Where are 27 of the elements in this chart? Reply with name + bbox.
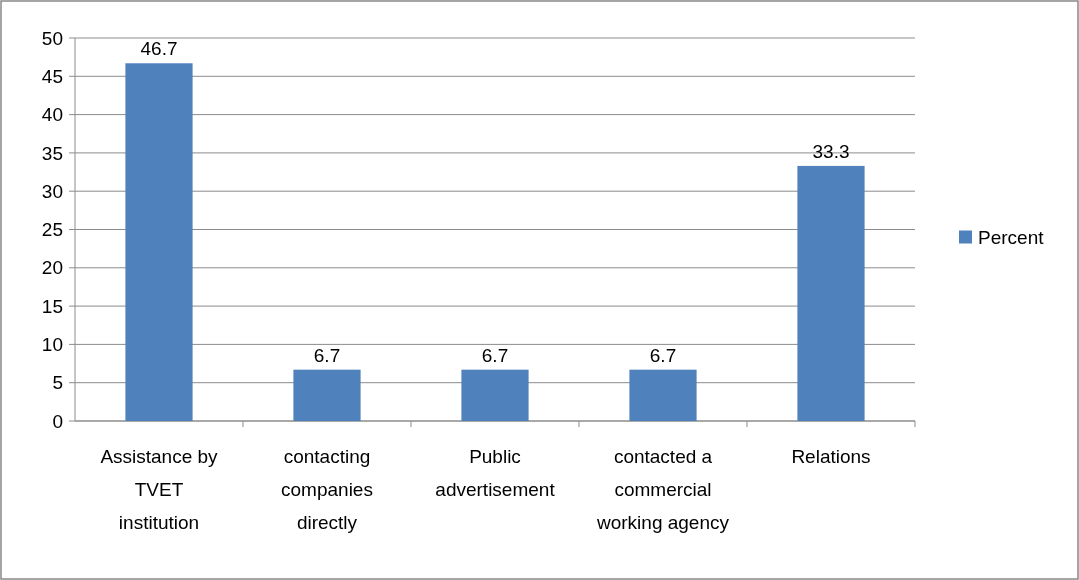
- data-label: 6.7: [481, 344, 509, 366]
- legend-label: Percent: [978, 227, 1045, 249]
- data-label: 6.7: [313, 344, 341, 366]
- y-tick-label: 50: [41, 27, 63, 49]
- data-label: 33.3: [812, 140, 850, 162]
- x-tick-label: contacting companies directly: [281, 446, 373, 533]
- y-tick-label: 25: [41, 219, 63, 241]
- y-tick-label: 30: [41, 180, 63, 202]
- bar: [629, 369, 697, 421]
- y-tick-label: 10: [41, 334, 63, 356]
- x-tick-label: Public advertisement: [435, 446, 556, 500]
- y-tick-label: 45: [41, 65, 63, 87]
- y-tick-label: 5: [52, 372, 63, 394]
- bar: [293, 369, 361, 421]
- x-tick-label: Assistance by TVET institution: [100, 446, 219, 533]
- data-label: 6.7: [649, 344, 677, 366]
- y-tick-label: 40: [41, 104, 63, 126]
- bar: [461, 369, 529, 421]
- bar: [797, 165, 865, 421]
- data-label: 46.7: [140, 38, 178, 60]
- y-tick-label: 15: [41, 295, 63, 317]
- bar: [125, 63, 193, 421]
- y-tick-label: 35: [41, 142, 63, 164]
- x-tick-label: Relations: [791, 446, 871, 467]
- y-tick-label: 0: [52, 410, 63, 432]
- y-tick-label: 20: [41, 257, 63, 279]
- x-tick-label: contacted a commercial working agency: [595, 446, 730, 533]
